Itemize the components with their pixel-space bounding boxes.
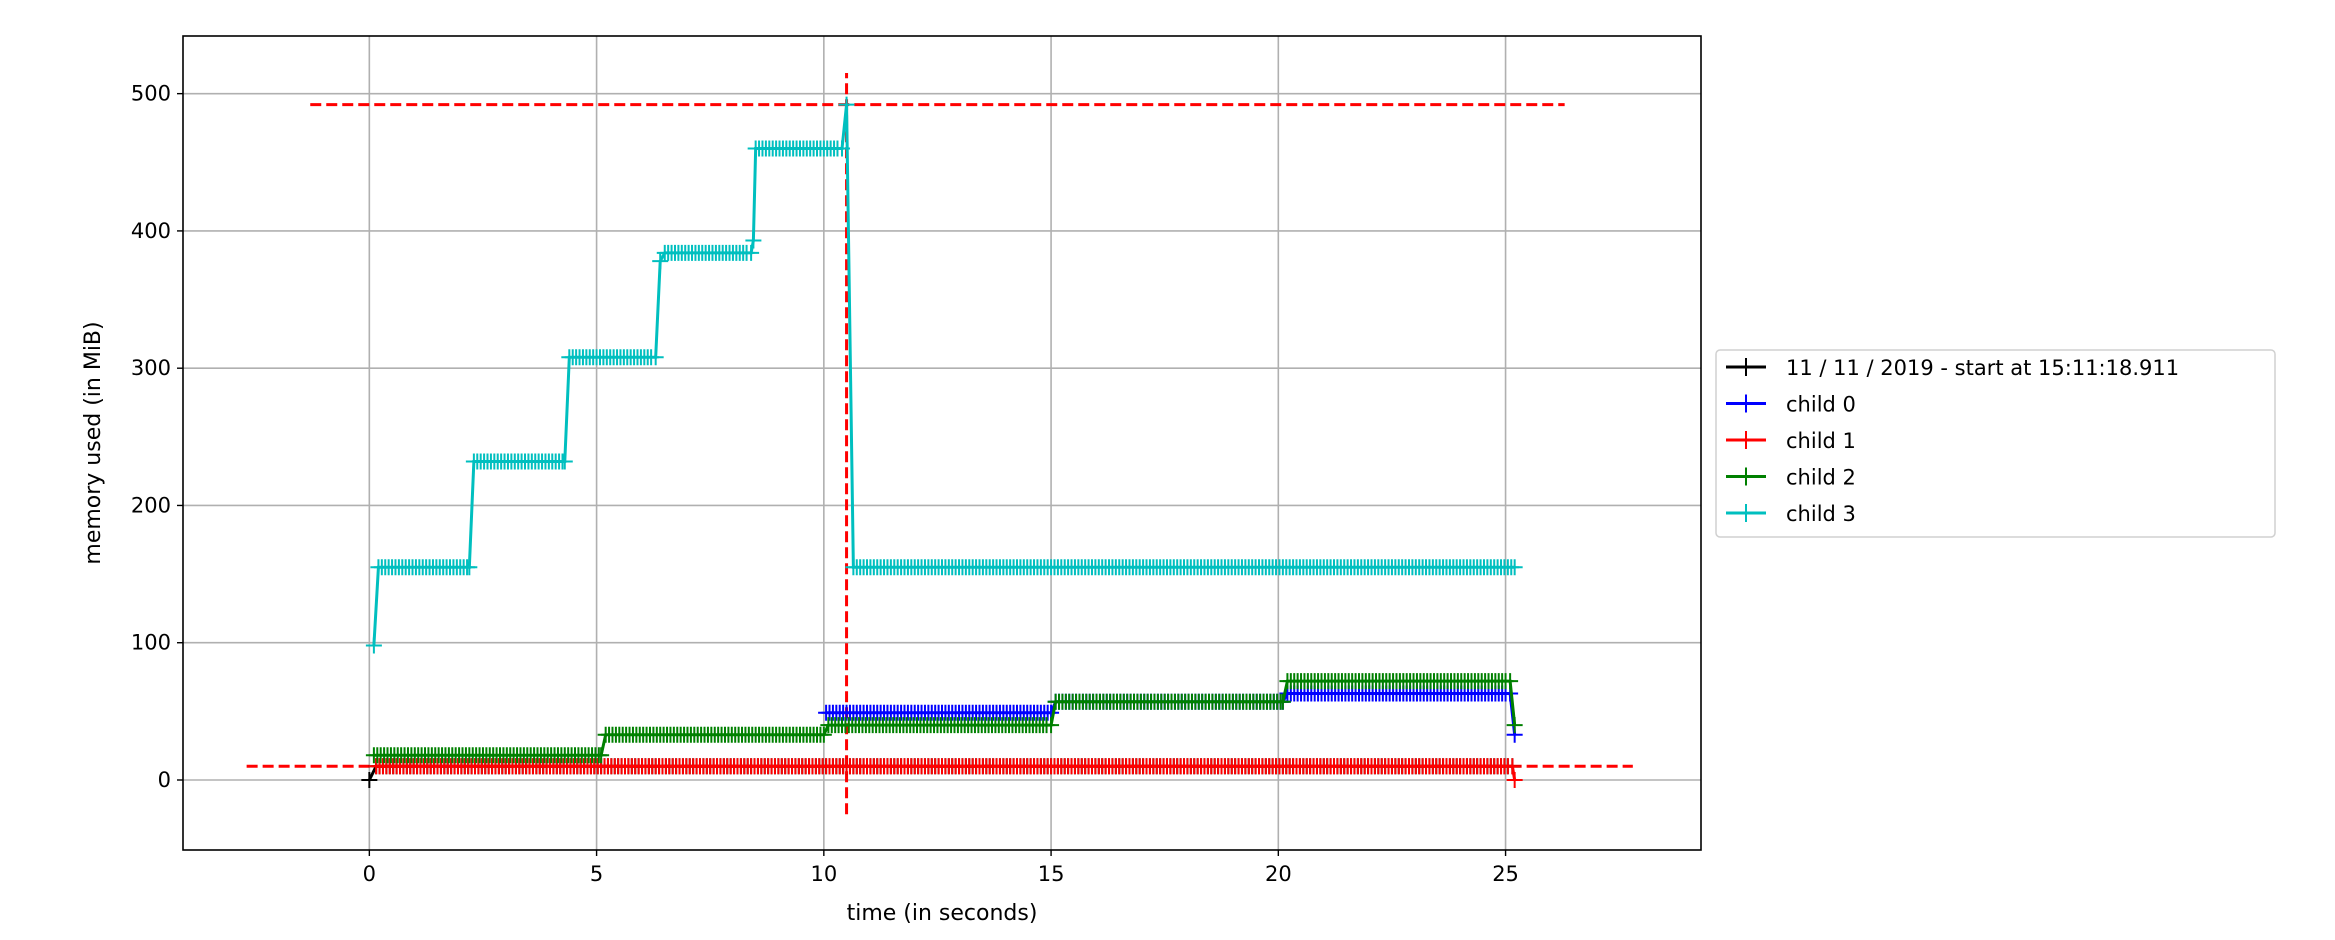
data-point-marker: [593, 747, 610, 764]
reference-lines: [246, 73, 1633, 815]
x-tick-label: 10: [810, 862, 837, 886]
plot-area-frame: [182, 35, 1702, 851]
legend-label: child 3: [1786, 502, 1856, 526]
legend-entry: child 3: [1726, 502, 1856, 526]
legend-marker-icon: [1738, 394, 1754, 413]
data-point-marker: [1043, 717, 1060, 734]
legend-marker-icon: [1738, 431, 1754, 449]
grid: [183, 36, 1701, 850]
data-point-marker: [361, 771, 378, 788]
data-point-marker: [834, 140, 851, 157]
legend-box: [1715, 349, 2276, 538]
data-point-marker: [815, 726, 832, 743]
legend-marker-icon: [1738, 504, 1754, 522]
y-tick-label: 0: [158, 768, 171, 792]
legend-marker-icon: [1738, 358, 1754, 376]
data-point-marker: [743, 244, 760, 261]
legend-entry: 11 / 11 / 2019 - start at 15:11:18.911: [1726, 356, 2179, 380]
data-point-marker: [1506, 559, 1523, 576]
y-axis-label: memory used (in MiB): [81, 321, 106, 564]
legend: 11 / 11 / 2019 - start at 15:11:18.911 ch…: [1715, 349, 2276, 538]
legend-marker-icon: [1738, 467, 1754, 486]
data-point-marker: [652, 253, 669, 270]
legend-entry: child 0: [1726, 393, 1856, 417]
legend-entry: child 1: [1726, 429, 1856, 453]
x-tick-label: 0: [363, 862, 376, 886]
data-point-marker: [647, 349, 664, 366]
y-axis: 0 100 200 300 400 500: [131, 82, 183, 792]
series-line: [826, 692, 1517, 735]
legend-label: 11 / 11 / 2019 - start at 15:11:18.911: [1786, 356, 2179, 380]
series-layer: [361, 96, 1523, 788]
legend-entry: child 2: [1726, 466, 1856, 490]
series-3: [365, 673, 1523, 764]
data-point-marker: [1502, 673, 1519, 690]
x-tick-label: 5: [590, 862, 603, 886]
series-2: [368, 758, 1523, 788]
y-tick-label: 500: [131, 82, 171, 106]
x-axis-label: time (in seconds): [847, 901, 1038, 926]
y-tick-label: 400: [131, 219, 171, 243]
data-point-marker: [556, 453, 573, 470]
series-line: [372, 104, 1515, 646]
data-point-marker: [365, 637, 382, 654]
legend-label: child 2: [1786, 466, 1856, 490]
data-point-marker: [1504, 758, 1521, 775]
x-tick-label: 20: [1265, 862, 1292, 886]
x-tick-label: 15: [1038, 862, 1065, 886]
data-point-marker: [745, 232, 762, 249]
y-tick-label: 200: [131, 493, 171, 517]
series-1: [818, 685, 1523, 743]
y-tick-label: 100: [131, 631, 171, 655]
data-point-marker: [1274, 693, 1291, 710]
legend-label: child 0: [1786, 393, 1856, 417]
data-point-marker: [838, 96, 855, 113]
x-axis: 0 5 10 15 20 25: [363, 850, 1519, 886]
x-tick-label: 25: [1492, 862, 1519, 886]
series-4: [365, 96, 1523, 654]
data-point-marker: [461, 559, 478, 576]
data-point-marker: [1506, 771, 1523, 788]
y-tick-label: 300: [131, 356, 171, 380]
series-0: [361, 758, 1521, 788]
legend-label: child 1: [1786, 429, 1856, 453]
data-point-marker: [1506, 717, 1523, 734]
